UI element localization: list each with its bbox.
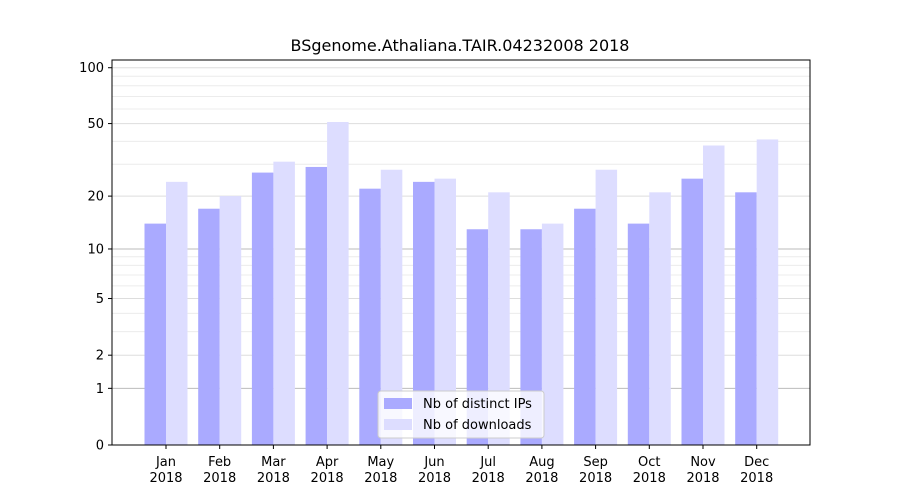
x-tick-label: Apr 2018 (311, 455, 344, 486)
bar-downloads (434, 178, 456, 445)
bar-downloads (273, 161, 295, 445)
bar-downloads (166, 181, 188, 446)
bar-distinct-ips (359, 188, 381, 445)
x-tick-label: Jun 2018 (418, 455, 451, 486)
bar-downloads (327, 121, 349, 445)
legend: Nb of distinct IPs Nb of downloads (377, 390, 545, 439)
x-tick-label: Feb 2018 (203, 455, 236, 486)
legend-swatch (384, 419, 412, 430)
x-tick-label: Mar 2018 (257, 455, 290, 486)
bar-distinct-ips (627, 223, 650, 445)
bar-distinct-ips (305, 166, 328, 445)
bar-distinct-ips (574, 208, 596, 445)
y-tick-label: 1 (96, 382, 104, 397)
y-tick-label: 100 (79, 61, 104, 76)
y-tick-label: 5 (96, 292, 104, 307)
legend-label: Nb of distinct IPs (423, 397, 532, 412)
y-tick-label: 0 (96, 439, 104, 454)
x-tick-label: Sep 2018 (579, 455, 612, 486)
y-tick-label: 2 (96, 349, 104, 364)
y-tick-label: 50 (87, 117, 104, 132)
x-tick-label: Aug 2018 (525, 455, 558, 486)
bar-distinct-ips (251, 172, 274, 445)
bar-distinct-ips (735, 192, 757, 445)
x-tick-label: Dec 2018 (740, 455, 773, 486)
bar-distinct-ips (144, 223, 166, 445)
bar-downloads (488, 192, 510, 445)
plot-frame (111, 59, 811, 446)
x-tick-label: Nov 2018 (686, 455, 719, 486)
bar-downloads (380, 169, 403, 445)
legend-label: Nb of downloads (423, 418, 532, 433)
x-tick-label: Jan 2018 (149, 455, 182, 486)
bar-downloads (541, 223, 564, 445)
chart-title: BSgenome.Athaliana.TAIR.04232008 2018 (291, 36, 630, 55)
bar-distinct-ips (198, 208, 220, 445)
bar-downloads (219, 196, 242, 445)
x-tick-label: Oct 2018 (633, 455, 666, 486)
bar-downloads (756, 139, 779, 445)
y-tick-label: 20 (87, 190, 104, 205)
bar-downloads (595, 169, 618, 445)
bar-distinct-ips (681, 178, 703, 445)
legend-box (377, 390, 545, 439)
y-axis: 0 1 2 5 10 20 50 100 (79, 61, 112, 454)
x-tick-label: May 2018 (364, 455, 397, 486)
x-tick-label: Jul 2018 (472, 455, 505, 486)
bar-downloads (703, 145, 725, 445)
legend-swatch (384, 398, 412, 409)
x-axis: Jan 2018 Feb 2018 Mar 2018 Apr 2018 May 2018 Jun 20… (149, 445, 773, 486)
bar-downloads (649, 192, 671, 445)
bar-distinct-ips (413, 181, 435, 446)
y-tick-label: 10 (87, 242, 104, 257)
